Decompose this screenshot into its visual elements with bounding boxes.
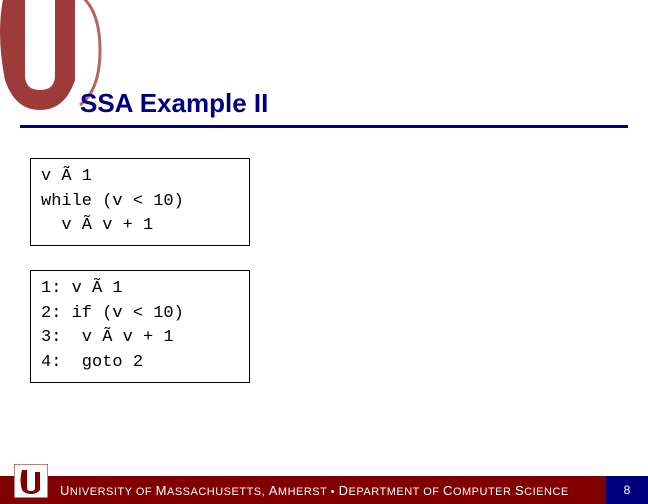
title-underline [20, 125, 628, 128]
footer: UNIVERSITY OF MASSACHUSETTS, AMHERST • D… [0, 476, 648, 504]
slide-title: SSA Example II [0, 88, 648, 125]
code-block-numbered: 1: v Ã 1 2: if (v < 10) 3: v Ã v + 1 4: … [30, 270, 250, 383]
title-area: SSA Example II [0, 88, 648, 128]
page-number: 8 [606, 476, 648, 504]
code-block-source: v Ã 1 while (v < 10) v Ã v + 1 [30, 158, 250, 246]
umass-seal-icon [14, 464, 48, 498]
footer-text: UNIVERSITY OF MASSACHUSETTS, AMHERST • D… [0, 476, 606, 504]
